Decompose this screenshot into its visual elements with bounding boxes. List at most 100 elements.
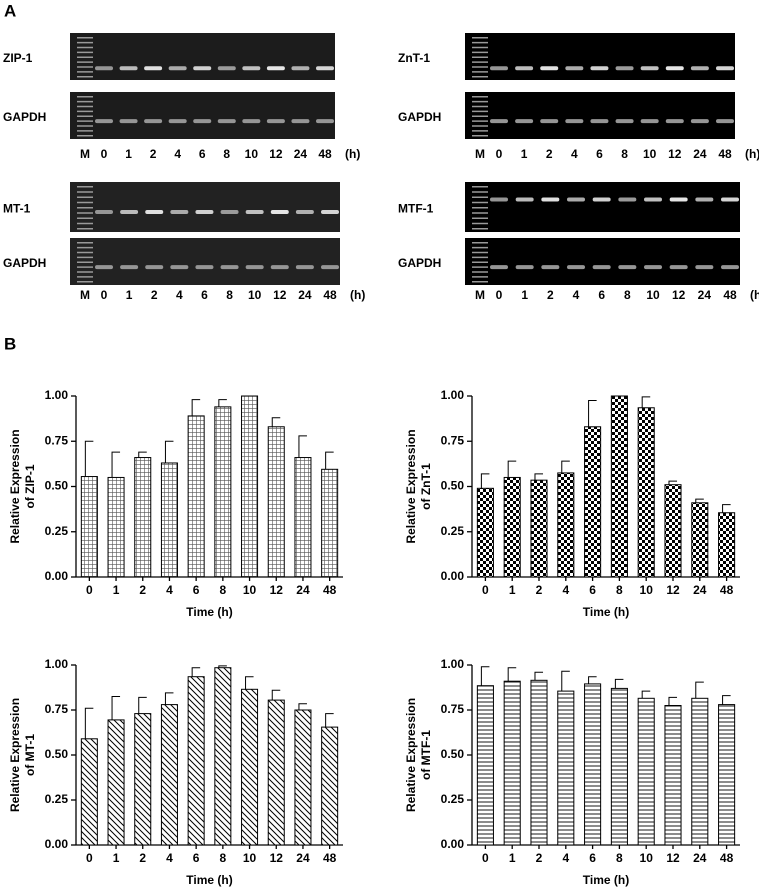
bar: [637, 697, 655, 846]
lane-label: 4: [176, 288, 183, 302]
x-tick-label: 12: [270, 583, 284, 597]
gel-band: [592, 265, 611, 270]
gel-band: [120, 265, 139, 270]
bar: [584, 683, 602, 846]
gel-band: [295, 210, 314, 214]
gel-band: [145, 265, 164, 270]
lane-label: 6: [596, 147, 603, 161]
ladder-band: [77, 191, 93, 193]
panel-label: B: [4, 334, 16, 353]
gel-band: [490, 66, 508, 71]
gel-band: [144, 119, 163, 124]
ladder-band: [472, 76, 488, 78]
ladder-band: [77, 71, 93, 73]
gel-band: [716, 66, 734, 71]
ladder-band: [472, 135, 488, 137]
x-tick-label: 0: [482, 583, 489, 597]
ladder-band: [77, 66, 93, 68]
bar: [107, 719, 125, 846]
ladder-band: [472, 251, 488, 254]
lane-label: 2: [151, 288, 158, 302]
x-axis-label: Time (h): [583, 605, 629, 619]
gel-image: [70, 238, 340, 285]
gel-band: [515, 119, 534, 124]
error-bar: [534, 473, 544, 481]
lane-label: 0: [496, 147, 503, 161]
y-tick-label: 0.50: [45, 747, 69, 761]
lane-label: 1: [521, 288, 528, 302]
bar: [503, 680, 521, 846]
gel-band: [316, 119, 334, 124]
gel-image: [70, 92, 335, 139]
x-tick-label: 8: [220, 583, 227, 597]
error-bar: [695, 498, 704, 503]
x-tick-label: 0: [86, 851, 93, 865]
bar: [637, 407, 655, 578]
ladder-band: [77, 281, 93, 283]
bar: [214, 667, 232, 846]
ladder-band: [472, 37, 488, 39]
gel-band: [644, 197, 662, 202]
gel-band: [95, 119, 113, 124]
error-bar: [298, 703, 307, 710]
gel-band: [590, 119, 609, 124]
ladder-band: [77, 217, 93, 219]
gel-image: [465, 92, 735, 139]
gel-band: [665, 66, 684, 71]
gel-image: [70, 182, 340, 232]
ladder-band: [472, 261, 488, 263]
gel-band: [245, 265, 264, 270]
x-tick-label: 4: [166, 583, 173, 597]
x-tick-label: 48: [323, 851, 337, 865]
gel-band: [217, 119, 236, 124]
bar: [160, 462, 178, 578]
ladder-band: [472, 281, 488, 283]
y-tick-label: 0.25: [441, 792, 465, 806]
gel-band: [270, 210, 289, 214]
gel-band: [690, 119, 709, 124]
gel-band: [644, 265, 662, 270]
gel-band: [170, 210, 189, 214]
ladder-band: [472, 41, 488, 44]
x-axis-label: Time (h): [186, 873, 232, 887]
x-tick-label: 8: [616, 583, 623, 597]
ladder-band: [472, 256, 488, 259]
gel-band: [665, 119, 684, 124]
lane-label: 1: [126, 288, 133, 302]
gel-band: [618, 265, 637, 270]
gel-band: [515, 197, 534, 202]
x-tick-label: 24: [693, 583, 707, 597]
gel-band: [291, 119, 310, 124]
lane-label: M: [80, 288, 90, 302]
error-bar: [325, 713, 334, 728]
error-bar: [164, 692, 174, 705]
error-bar: [245, 676, 254, 690]
gel-band: [592, 197, 611, 202]
lane-label: 48: [318, 147, 332, 161]
y-tick-label: 0.25: [45, 524, 69, 538]
x-tick-label: 24: [693, 851, 707, 865]
error-bar: [588, 400, 597, 427]
gel-band: [120, 210, 139, 214]
y-tick-label: 0.25: [441, 524, 465, 538]
error-bar: [138, 696, 147, 714]
lane-label: 24: [698, 288, 712, 302]
bar: [691, 502, 709, 578]
error-bar: [84, 440, 94, 477]
gel-label: ZIP-1: [3, 51, 33, 65]
ladder-band: [77, 115, 93, 117]
bar: [134, 713, 152, 846]
ladder-band: [472, 51, 488, 54]
lane-label: 1: [521, 147, 528, 161]
x-tick-label: 4: [562, 851, 569, 865]
ladder-band: [472, 217, 488, 219]
lane-label: 4: [174, 147, 181, 161]
bar: [107, 476, 125, 578]
error-bar: [507, 667, 517, 682]
ladder-band: [472, 242, 488, 244]
gel-band: [490, 197, 508, 202]
gel-band: [540, 66, 559, 71]
bar: [80, 738, 98, 846]
ladder-band: [77, 135, 93, 137]
gel-band: [242, 119, 261, 124]
